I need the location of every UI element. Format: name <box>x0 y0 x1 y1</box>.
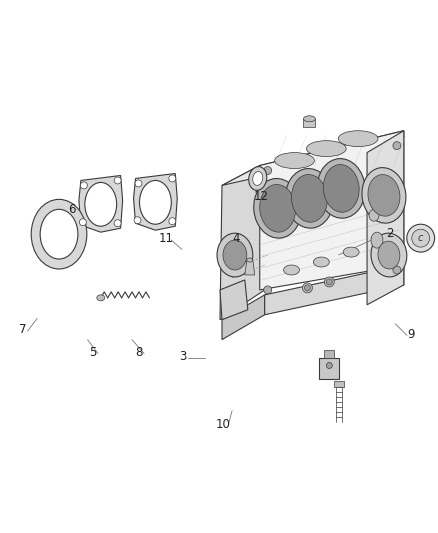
Ellipse shape <box>97 295 105 301</box>
Ellipse shape <box>304 116 315 122</box>
Circle shape <box>81 182 87 189</box>
Ellipse shape <box>378 241 400 269</box>
Text: 7: 7 <box>18 322 26 336</box>
Polygon shape <box>220 280 248 320</box>
Text: 8: 8 <box>135 346 142 359</box>
Ellipse shape <box>317 159 365 218</box>
Circle shape <box>114 177 121 184</box>
Circle shape <box>412 229 430 247</box>
Circle shape <box>264 166 272 174</box>
Ellipse shape <box>275 152 314 168</box>
Text: 3: 3 <box>180 350 187 363</box>
Polygon shape <box>222 295 265 340</box>
Ellipse shape <box>371 232 383 248</box>
Ellipse shape <box>223 240 247 270</box>
Circle shape <box>407 224 434 252</box>
Polygon shape <box>134 173 177 230</box>
Text: c: c <box>418 233 424 243</box>
Ellipse shape <box>253 172 263 185</box>
Polygon shape <box>260 131 404 290</box>
Ellipse shape <box>307 141 346 157</box>
Polygon shape <box>367 131 404 305</box>
Circle shape <box>114 220 121 227</box>
Polygon shape <box>324 350 334 358</box>
Ellipse shape <box>217 233 253 277</box>
Circle shape <box>134 217 141 224</box>
Polygon shape <box>319 358 339 379</box>
Ellipse shape <box>343 247 359 257</box>
Circle shape <box>79 219 86 225</box>
Ellipse shape <box>260 184 296 232</box>
Ellipse shape <box>249 167 267 190</box>
Ellipse shape <box>31 199 87 269</box>
Text: 10: 10 <box>216 418 231 431</box>
Circle shape <box>326 362 332 368</box>
Text: 6: 6 <box>68 203 76 216</box>
Ellipse shape <box>254 179 301 238</box>
Circle shape <box>169 218 176 225</box>
Ellipse shape <box>247 258 253 262</box>
Circle shape <box>264 286 272 294</box>
Ellipse shape <box>362 167 406 223</box>
Text: 4: 4 <box>233 232 240 245</box>
Ellipse shape <box>140 181 171 224</box>
Ellipse shape <box>323 165 359 212</box>
Polygon shape <box>245 260 255 275</box>
Polygon shape <box>265 265 404 315</box>
Circle shape <box>324 277 334 287</box>
Ellipse shape <box>291 174 327 222</box>
Ellipse shape <box>371 233 407 277</box>
Text: 9: 9 <box>408 328 415 341</box>
Ellipse shape <box>40 209 78 259</box>
Ellipse shape <box>314 257 329 267</box>
Ellipse shape <box>369 209 379 221</box>
Circle shape <box>303 283 312 293</box>
Bar <box>334 382 344 387</box>
Circle shape <box>326 279 332 285</box>
Text: 12: 12 <box>254 190 269 203</box>
Ellipse shape <box>283 265 300 275</box>
Ellipse shape <box>85 182 117 226</box>
Circle shape <box>304 285 311 291</box>
Text: 2: 2 <box>386 227 393 240</box>
Text: 11: 11 <box>159 232 173 245</box>
Ellipse shape <box>286 168 333 228</box>
Circle shape <box>393 142 401 150</box>
Ellipse shape <box>368 175 400 216</box>
Polygon shape <box>222 131 404 185</box>
Polygon shape <box>79 175 123 232</box>
Polygon shape <box>220 166 265 320</box>
Circle shape <box>135 180 142 187</box>
Circle shape <box>169 175 176 182</box>
Circle shape <box>393 266 401 274</box>
Bar <box>304 119 315 127</box>
Text: 5: 5 <box>89 346 96 359</box>
Ellipse shape <box>338 131 378 147</box>
